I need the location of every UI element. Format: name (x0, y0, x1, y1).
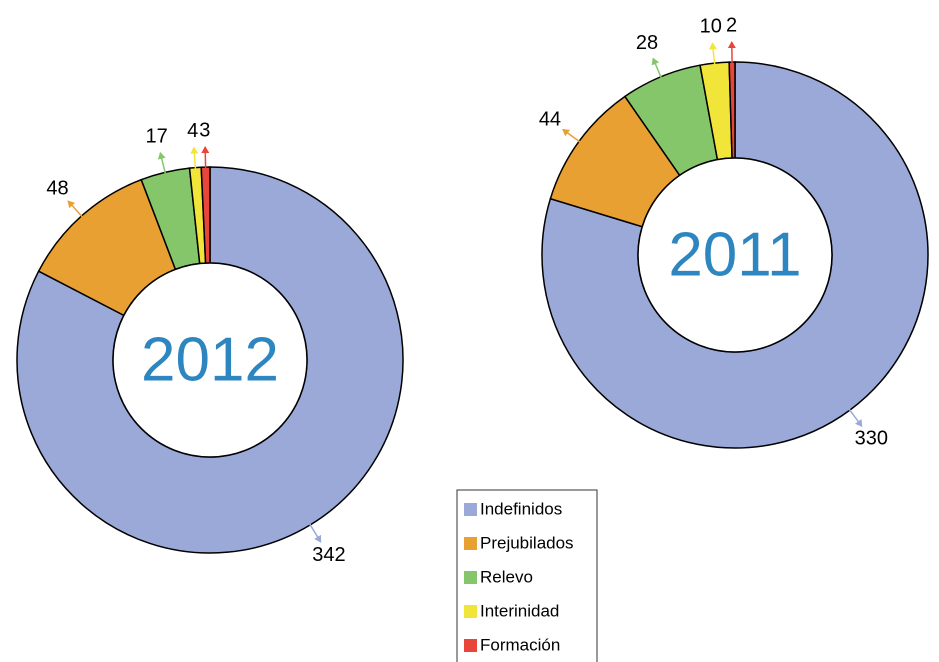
donut-hole (112, 262, 308, 458)
value-label: 10 (700, 16, 722, 38)
leader-arrow (67, 200, 88, 223)
legend-label: Interinidad (480, 601, 559, 620)
value-label: 4 (187, 120, 198, 142)
leader-arrow (709, 42, 718, 72)
value-label: 330 (855, 427, 888, 449)
legend-swatch (464, 639, 477, 652)
leader-arrow (157, 151, 168, 181)
legend-label: Formación (480, 635, 560, 654)
value-label: 17 (146, 126, 168, 148)
leader-arrow (190, 146, 199, 176)
center-label: 2012 (141, 325, 279, 394)
value-label: 48 (46, 177, 68, 199)
leader-arrow (201, 146, 210, 176)
value-label: 3 (199, 119, 210, 141)
leader-arrow (844, 403, 863, 427)
value-label: 342 (312, 544, 345, 566)
value-label: 28 (636, 32, 658, 54)
leader-arrow (305, 517, 322, 543)
leader-arrow (651, 57, 665, 85)
legend-swatch (464, 605, 477, 618)
legend-swatch (464, 503, 477, 516)
value-label: 2 (726, 14, 737, 36)
legend-label: Relevo (480, 567, 533, 586)
value-label: 44 (539, 108, 561, 130)
center-label: 2011 (668, 220, 801, 289)
legend-label: Indefinidos (480, 499, 562, 518)
legend-swatch (464, 537, 477, 550)
legend-swatch (464, 571, 477, 584)
legend-box (456, 489, 598, 662)
donut-hole (637, 157, 833, 353)
leader-arrow (562, 128, 586, 147)
legend-label: Prejubilados (480, 533, 574, 552)
